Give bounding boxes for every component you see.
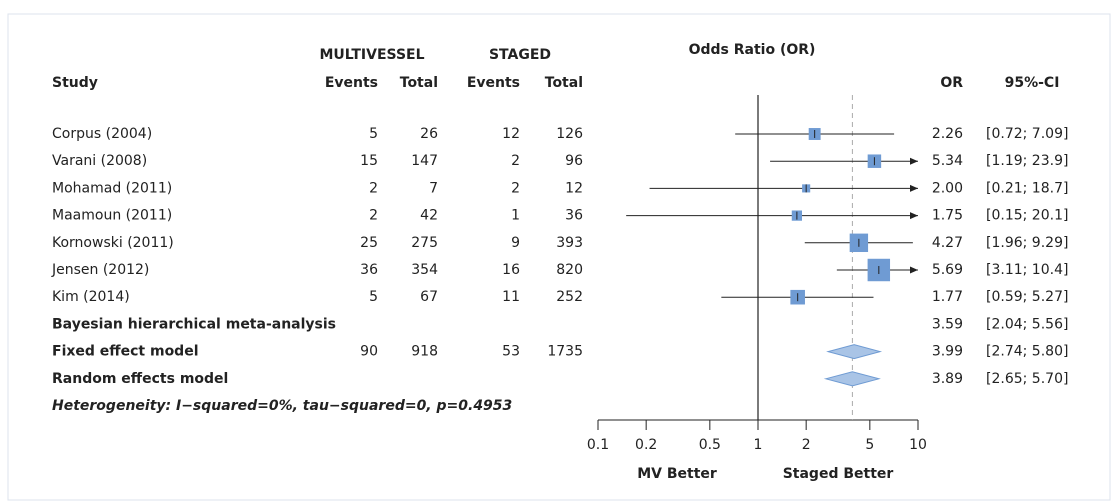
x-tick-label: 0.1: [587, 437, 609, 453]
direction-label: MV Better: [637, 466, 717, 482]
count: 16: [502, 262, 520, 278]
count: 26: [420, 126, 438, 142]
ci-arrow: [910, 212, 918, 220]
count: 5: [369, 126, 378, 142]
study-name: Maamoun (2011): [52, 208, 172, 224]
column-header: Total: [400, 75, 438, 91]
count: 252: [556, 289, 583, 305]
ci-value: [3.11; 10.4]: [986, 262, 1068, 278]
column-header: Study: [52, 75, 98, 91]
or-value: 3.89: [932, 371, 963, 387]
axis-title: Odds Ratio (OR): [689, 42, 816, 58]
or-value: 5.69: [932, 262, 963, 278]
x-tick-label: 1: [754, 437, 763, 453]
ci-arrow: [910, 184, 918, 192]
ci-value: [2.74; 5.80]: [986, 344, 1068, 360]
ci-value: [1.19; 23.9]: [986, 153, 1068, 169]
or-value: 1.75: [932, 208, 963, 224]
count: 53: [502, 344, 520, 360]
x-tick-label: 2: [802, 437, 811, 453]
count: 275: [411, 235, 438, 251]
ci-value: [0.59; 5.27]: [986, 289, 1068, 305]
count: 9: [511, 235, 520, 251]
count: 918: [411, 344, 438, 360]
card: [7, 13, 1111, 501]
count: 126: [556, 126, 583, 142]
summary-diamond: [826, 344, 883, 360]
count: 2: [511, 180, 520, 196]
column-header: Events: [467, 75, 520, 91]
x-tick-label: 5: [865, 437, 874, 453]
ci-value: [1.96; 9.29]: [986, 235, 1068, 251]
column-header: Total: [545, 75, 583, 91]
direction-label: Staged Better: [783, 466, 894, 482]
count: 42: [420, 208, 438, 224]
study-name: Kornowski (2011): [52, 235, 174, 251]
x-tick-label: 0.2: [635, 437, 657, 453]
count: 1: [511, 208, 520, 224]
count: 96: [565, 153, 583, 169]
count: 2: [369, 208, 378, 224]
study-name: Bayesian hierarchical meta-analysis: [52, 316, 336, 332]
count: 12: [565, 180, 583, 196]
count: 820: [556, 262, 583, 278]
or-value: 5.34: [932, 153, 963, 169]
ci-value: [2.65; 5.70]: [986, 371, 1068, 387]
or-value: 4.27: [932, 235, 963, 251]
study-name: Fixed effect model: [52, 344, 199, 360]
count: 7: [429, 180, 438, 196]
study-name: Kim (2014): [52, 289, 130, 305]
count: 36: [565, 208, 583, 224]
ci-value: [0.72; 7.09]: [986, 126, 1068, 142]
x-tick-label: 0.5: [699, 437, 721, 453]
count: 25: [360, 235, 378, 251]
or-value: 3.59: [932, 316, 963, 332]
column-header: Events: [325, 75, 378, 91]
ci-value: [0.21; 18.7]: [986, 180, 1068, 196]
count: 2: [369, 180, 378, 196]
column-header: 95%-CI: [1005, 75, 1060, 91]
count: 11: [502, 289, 520, 305]
count: 393: [556, 235, 583, 251]
or-value: 1.77: [932, 289, 963, 305]
group-label: STAGED: [489, 47, 551, 63]
or-value: 2.00: [932, 180, 963, 196]
column-header: OR: [940, 75, 963, 91]
ci-value: [0.15; 20.1]: [986, 208, 1068, 224]
count: 2: [511, 153, 520, 169]
study-name: Varani (2008): [52, 153, 147, 169]
x-tick-label: 10: [909, 437, 927, 453]
ci-arrow: [910, 266, 918, 274]
study-name: Random effects model: [52, 371, 228, 387]
count: 36: [360, 262, 378, 278]
group-label: MULTIVESSEL: [319, 47, 424, 63]
summary-diamond: [823, 371, 881, 387]
count: 147: [411, 153, 438, 169]
study-name: Jensen (2012): [51, 262, 149, 278]
count: 5: [369, 289, 378, 305]
count: 1735: [547, 344, 583, 360]
or-value: 2.26: [932, 126, 963, 142]
ci-value: [2.04; 5.56]: [986, 316, 1068, 332]
count: 90: [360, 344, 378, 360]
count: 15: [360, 153, 378, 169]
count: 67: [420, 289, 438, 305]
or-value: 3.99: [932, 344, 963, 360]
study-name: Mohamad (2011): [52, 180, 172, 196]
heterogeneity: Heterogeneity: I−squared=0%, tau−squared…: [52, 398, 512, 414]
count: 354: [411, 262, 438, 278]
study-name: Corpus (2004): [52, 126, 152, 142]
ci-arrow: [910, 157, 918, 165]
count: 12: [502, 126, 520, 142]
